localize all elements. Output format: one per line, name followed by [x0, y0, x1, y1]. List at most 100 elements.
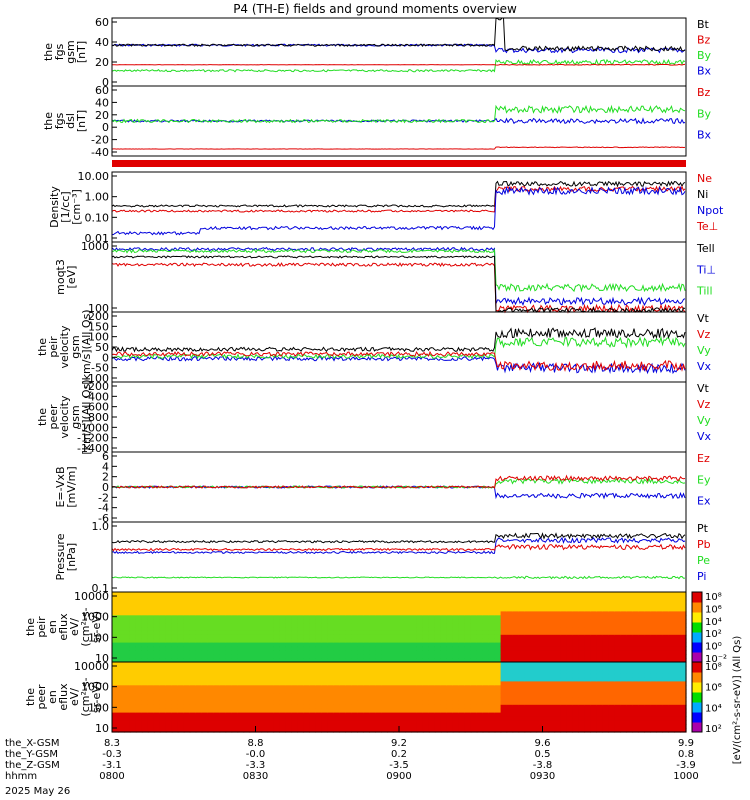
- density-ylabel: [cm⁻³]: [70, 189, 83, 225]
- peir_eflux-ytick-label: 10: [95, 652, 109, 665]
- peer_velocity-ytick-label: -1400: [77, 442, 109, 455]
- x-tick-label: -3.5: [389, 760, 409, 771]
- efield-ytick-label: 2: [102, 471, 109, 484]
- peer_eflux-ylabel: eV/: [68, 688, 81, 706]
- peir_eflux-ytick-label: 100: [88, 631, 109, 644]
- peer_velocity-ylabel: gsm: [69, 405, 82, 428]
- peir_velocity-ylabel: gsm: [69, 335, 82, 358]
- fgs_gsm-ylabel: gsm: [64, 40, 77, 63]
- peir_velocity-ytick-label: 50: [95, 341, 109, 354]
- peer_velocity-ylabel: the: [36, 408, 49, 426]
- efield-legend-item: Ex: [697, 495, 711, 508]
- x-tick-label: -0.3: [102, 749, 122, 760]
- temperature-legend-item: Ti⊥: [696, 263, 716, 276]
- fgs_dsl-legend-item: By: [697, 107, 712, 120]
- peir_velocity-legend-item: Vt: [697, 312, 710, 325]
- peer_velocity-ylabel: peer: [47, 404, 60, 430]
- vx-trace: [111, 355, 686, 375]
- peer_eflux-ylabel: peer: [35, 684, 48, 710]
- peer-colorbar-band: [692, 662, 702, 673]
- ni-trace: [111, 180, 686, 208]
- peir_velocity-ytick-label: 150: [88, 320, 109, 333]
- fgs_gsm-ytick-label: 0: [102, 76, 109, 89]
- pressure-legend-item: Pt: [697, 522, 709, 535]
- fgs_dsl-legend-item: Bx: [697, 129, 712, 142]
- fgs_dsl-ylabel: the: [42, 112, 55, 130]
- x-tick-label: 9.2: [391, 738, 407, 749]
- fgs_gsm-ylabel: the: [42, 43, 55, 61]
- peer_velocity-ytick-label: -400: [84, 390, 109, 403]
- tepar-trace: [111, 255, 686, 314]
- x-tick-label: -3.1: [102, 760, 122, 771]
- peir-colorbar-tick: 10⁰: [705, 642, 722, 653]
- fgs_dsl-ytick-label: -40: [91, 146, 109, 159]
- peir-colorbar-band: [692, 622, 702, 633]
- peer_eflux-ytick-label: 10: [95, 722, 109, 735]
- peer_velocity-ylabel: velocity: [58, 395, 71, 438]
- peer_eflux-ytick-label: 100: [88, 701, 109, 714]
- density-ytick-label: 0.10: [85, 211, 110, 224]
- peir-colorbar-tick: 10²: [705, 629, 722, 640]
- peir_velocity-legend-item: Vy: [697, 344, 711, 357]
- fgs_dsl-ylabel: fgs: [53, 112, 66, 129]
- tiperp-trace: [111, 246, 686, 307]
- ne-trace: [111, 185, 686, 213]
- peer-eflux-heatmap: [112, 662, 687, 733]
- peer-colorbar-tick: 10⁸: [705, 662, 722, 673]
- teperp-trace: [111, 262, 686, 314]
- peir_velocity-ylabel: peir: [47, 336, 60, 358]
- fgs_gsm-frame: [111, 17, 687, 87]
- peer-colorbar-tick: 10²: [705, 724, 722, 735]
- peer_velocity-ytick-label: -600: [84, 401, 109, 414]
- pressure-legend-item: Pb: [697, 538, 711, 551]
- efield-ytick-label: 0: [102, 481, 109, 494]
- efield-ytick-label: -2: [98, 491, 109, 504]
- peir_velocity-legend-item: Vz: [697, 328, 711, 341]
- peer_eflux-ylabel: sr-eV): [90, 681, 103, 713]
- peer_eflux-ylabel: eflux: [57, 683, 70, 711]
- fgs_dsl-ytick-label: 60: [95, 84, 109, 97]
- peer-colorbar-band: [692, 692, 702, 703]
- peer-colorbar-band: [692, 682, 702, 693]
- fgs_gsm-ylabel: [nT]: [75, 41, 88, 63]
- temperature-ylabel: [eV]: [65, 266, 78, 289]
- peir_eflux-ylabel: peir: [35, 616, 48, 638]
- peir_velocity-ytick-label: -100: [84, 372, 109, 385]
- fgs_dsl-ylabel: dsl: [64, 113, 77, 129]
- fgs_gsm-legend-item: Bx: [697, 65, 712, 78]
- density-ylabel: [1/cc]: [59, 191, 72, 222]
- pressure-ytick-label: 1.0: [92, 520, 110, 533]
- pt-trace: [111, 532, 686, 544]
- by-dsl-trace: [111, 104, 686, 124]
- mode-bar: [112, 160, 686, 167]
- density-ytick-label: 0.01: [85, 232, 110, 245]
- peir_eflux-ylabel: (cm²-s-: [79, 607, 92, 646]
- peir_eflux-ylabel: eflux: [57, 613, 70, 641]
- fgs_gsm-ytick-label: 20: [95, 56, 109, 69]
- peer_eflux-ylabel: the: [24, 688, 37, 706]
- fgs_dsl-ytick-label: 20: [95, 109, 109, 122]
- peer_eflux-ytick-label: 1000: [81, 681, 109, 694]
- peer_velocity-ylabel: [km/s](All Qs): [80, 379, 93, 454]
- peer-colorbar-band: [692, 672, 702, 683]
- peir-eflux-heatmap: [112, 592, 687, 663]
- efield-ytick-label: -4: [98, 502, 109, 515]
- peer-colorbar-band: [692, 702, 702, 713]
- bz-trace: [112, 63, 686, 66]
- plot-title: P4 (TH-E) fields and ground moments over…: [233, 2, 517, 16]
- peir_eflux-ytick-label: 1000: [81, 611, 109, 624]
- density-ytick-label: 10.00: [78, 170, 110, 183]
- peir_velocity-ytick-label: 100: [88, 331, 109, 344]
- fgs_dsl-ylabel: [nT]: [75, 110, 88, 132]
- peir_velocity-ytick-label: 200: [88, 310, 109, 323]
- peer-colorbar-frame: [691, 661, 703, 733]
- temperature-legend-item: Tell: [696, 242, 715, 255]
- peir_eflux-ylabel: the: [24, 618, 37, 636]
- x-tick-label: 0830: [243, 771, 268, 782]
- pe-trace: [111, 575, 686, 580]
- peer_velocity-ytick-label: -800: [84, 411, 109, 424]
- x-tick-label: 0800: [99, 771, 124, 782]
- pressure-ytick-label: 0.1: [92, 582, 110, 595]
- pressure-legend-item: Pi: [697, 570, 706, 583]
- vz-trace: [111, 350, 686, 373]
